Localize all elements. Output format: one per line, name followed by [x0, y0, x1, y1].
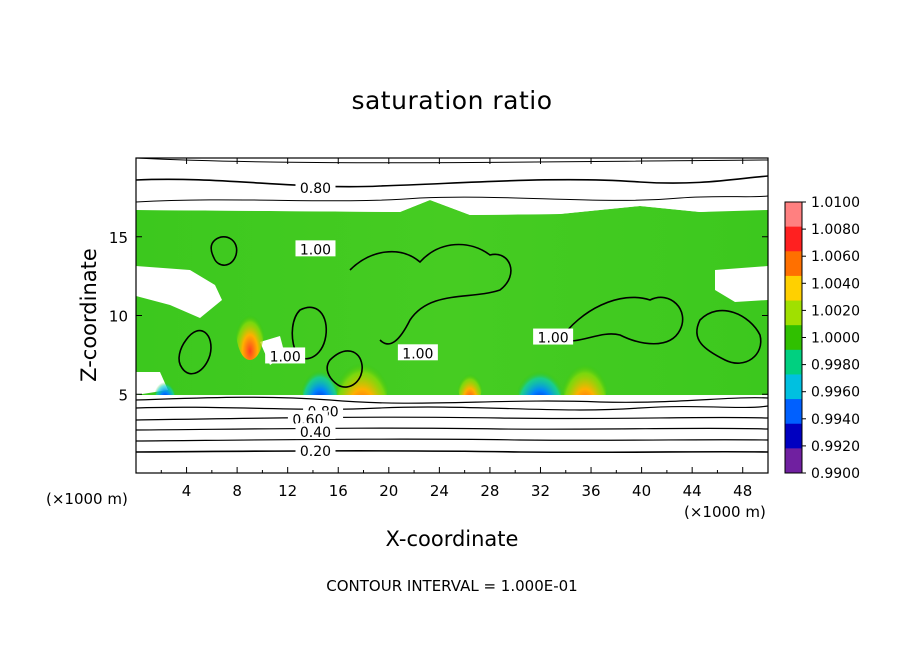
contour-label-bg: [295, 240, 336, 257]
contour-label-bg: [533, 328, 574, 345]
x-tick-label: 32: [531, 482, 550, 500]
colorbar-label: 1.0100: [811, 195, 860, 211]
contour-label: 0.40: [300, 425, 331, 441]
x-tick-label: 24: [430, 482, 449, 500]
x-tick-label: 16: [329, 482, 348, 500]
colorbar-label: 0.9940: [811, 412, 860, 428]
y-axis-ticks: 5 10 15: [109, 229, 768, 404]
y-axis-title: Z-coordinate: [77, 248, 101, 382]
colorbar-swatch: [785, 349, 802, 375]
x-unit-left: (×1000 m): [46, 490, 128, 508]
contour-label-bg: [295, 178, 336, 195]
contour-labels: 0.801.001.001.001.000.800.600.400.20: [265, 178, 574, 460]
colorbar-swatch: [785, 251, 802, 277]
x-tick-label: 48: [733, 482, 752, 500]
field-layer: [136, 158, 768, 473]
colorbar-swatch: [785, 226, 802, 252]
y-tick-label: 10: [109, 308, 128, 326]
x-tick-label: 4: [182, 482, 192, 500]
contour-label-bg: [295, 423, 336, 440]
contour-label: 0.80: [300, 181, 331, 197]
colorbar-swatch: [785, 423, 802, 449]
colorbar-swatch: [785, 275, 802, 302]
contour-label-bg: [397, 344, 438, 361]
x-tick-label: 12: [278, 482, 297, 500]
colorbar-label: 1.0000: [811, 331, 860, 347]
x-tick-label: 20: [379, 482, 398, 500]
contour-label: 1.00: [270, 349, 301, 365]
x-tick-label: 36: [581, 482, 600, 500]
contour-label: 1.00: [538, 331, 569, 347]
colorbar-swatch: [785, 325, 802, 351]
x-tick-label: 8: [232, 482, 242, 500]
colorbar-swatch: [785, 448, 802, 474]
colorbar-label: 1.0020: [811, 303, 860, 319]
colorbar-label: 0.9900: [811, 466, 860, 482]
colorbar-swatch: [785, 374, 802, 400]
y-tick-label: 5: [118, 386, 128, 404]
x-axis-title: X-coordinate: [386, 527, 519, 551]
colorbar-label: 1.0060: [811, 249, 860, 265]
colorbar-swatch: [785, 300, 802, 326]
colorbar: 1.0100 1.0080 1.0060 1.0040 1.0020 1.0000 0.99…: [784, 195, 860, 482]
colorbar-label: 0.9920: [811, 439, 860, 455]
colorbar-label: 1.0040: [811, 276, 860, 292]
colorbar-label: 1.0080: [811, 222, 860, 238]
contour-label: 1.00: [402, 346, 433, 362]
y-tick-label: 15: [109, 229, 128, 247]
chart-title: saturation ratio: [351, 86, 553, 115]
x-tick-label: 40: [632, 482, 651, 500]
contour-label: 1.00: [300, 242, 331, 258]
contour-label-bg: [287, 410, 328, 427]
contour-interval-note: CONTOUR INTERVAL = 1.000E-01: [326, 577, 577, 595]
colorbar-label: 0.9980: [811, 358, 860, 374]
x-axis-ticks: 4 8 12 16 20 24 28 32 36 40 44 48: [160, 158, 752, 500]
x-tick-label: 44: [683, 482, 702, 500]
colorbar-label: 0.9960: [811, 385, 860, 401]
colorbar-swatch: [785, 399, 802, 425]
x-tick-label: 28: [480, 482, 499, 500]
contour-label: 0.20: [300, 444, 331, 460]
colorbar-swatch: [785, 202, 802, 228]
contour-label-bg: [295, 441, 336, 458]
contour-label-bg: [265, 347, 306, 364]
x-unit-right: (×1000 m): [684, 503, 766, 521]
contour-lines: [135, 157, 769, 454]
